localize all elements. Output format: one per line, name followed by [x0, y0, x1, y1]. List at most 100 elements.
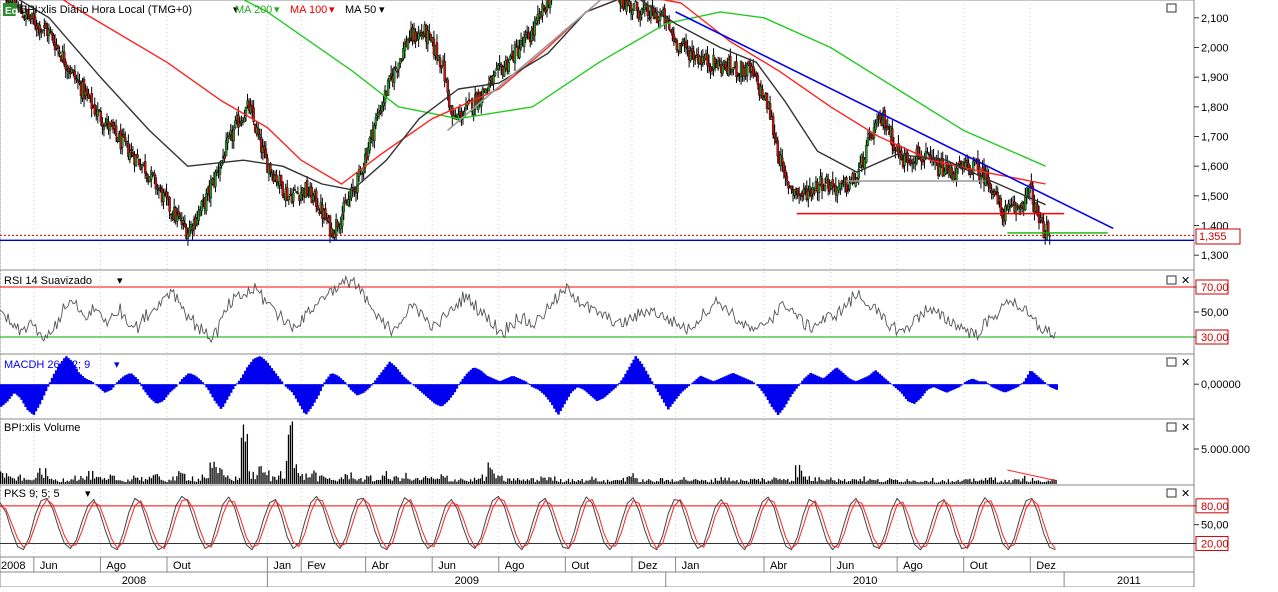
candle-body	[647, 6, 649, 16]
rsi-maximize-icon[interactable]	[1167, 276, 1176, 284]
macd-bar	[370, 384, 373, 385]
macd-dropdown-icon[interactable]: ▾	[114, 359, 120, 371]
macd-title[interactable]: MACDH 26; 12; 9	[4, 359, 90, 371]
volume-bar	[987, 480, 988, 484]
volume-bar	[341, 477, 342, 484]
volume-bar	[47, 476, 48, 484]
volume-bar	[918, 482, 919, 484]
stochastic-close-icon[interactable]: ✕	[1181, 488, 1190, 500]
volume-bar	[221, 469, 222, 484]
ma200-dropdown-icon[interactable]: ▾	[274, 4, 280, 16]
candle-body	[523, 37, 525, 47]
ma50-label[interactable]: MA 50	[345, 4, 376, 16]
rsi-title[interactable]: RSI 14 Suavizado	[4, 275, 92, 287]
volume-bar	[257, 475, 258, 484]
volume-bar	[775, 478, 776, 484]
volume-bar	[732, 480, 733, 484]
volume-bar	[533, 478, 534, 484]
volume-bar	[838, 479, 839, 484]
stochastic-maximize-icon[interactable]	[1167, 489, 1176, 497]
volume-bar	[460, 478, 461, 484]
macd-maximize-icon[interactable]	[1167, 358, 1176, 366]
volume-bar	[1048, 481, 1049, 484]
volume-bar	[1014, 479, 1015, 484]
volume-bar	[168, 480, 169, 484]
stochastic-dropdown-icon[interactable]: ▾	[85, 488, 91, 500]
volume-bar	[302, 474, 303, 484]
candle-body	[373, 126, 375, 141]
volume-bar	[717, 481, 718, 484]
month-tick-label: Abr	[372, 560, 389, 572]
volume-bar	[991, 477, 992, 484]
candle-body	[968, 164, 970, 167]
volume-bar	[989, 478, 990, 484]
volume-bar	[607, 480, 608, 484]
volume-bar	[245, 442, 246, 484]
volume-bar	[599, 481, 600, 484]
candle-body	[126, 141, 128, 142]
volume-bar	[619, 480, 620, 484]
volume-bar	[1044, 482, 1045, 484]
volume-bar	[822, 480, 823, 484]
rsi-close-icon[interactable]: ✕	[1181, 275, 1190, 287]
volume-bar	[597, 481, 598, 484]
volume-bar	[754, 479, 755, 484]
volume-bar	[96, 477, 97, 484]
volume-bar	[446, 476, 447, 484]
volume-bar	[946, 482, 947, 484]
volume-bar	[411, 481, 412, 484]
volume-bar	[887, 480, 888, 484]
volume-bar	[961, 481, 962, 484]
volume-bar	[668, 480, 669, 484]
volume-bar	[728, 478, 729, 484]
volume-bar	[1034, 481, 1035, 484]
volume-bar	[129, 481, 130, 484]
candle-body	[228, 135, 230, 136]
volume-bar	[564, 482, 565, 484]
volume-bar	[131, 479, 132, 484]
volume-bar	[280, 471, 281, 484]
macd-close-icon[interactable]: ✕	[1181, 357, 1190, 369]
volume-bar	[305, 473, 306, 484]
macd-bar	[797, 384, 800, 386]
stochastic-title[interactable]: PKS 9; 5; 5	[4, 488, 60, 500]
volume-bar	[797, 477, 798, 484]
ma50-dropdown-icon[interactable]: ▾	[379, 4, 385, 16]
ma100-dropdown-icon[interactable]: ▾	[329, 4, 335, 16]
volume-bar	[666, 480, 667, 484]
volume-title[interactable]: BPI:xlis Volume	[4, 422, 80, 434]
candle-body	[137, 155, 139, 158]
volume-bar	[407, 479, 408, 484]
volume-bar	[681, 480, 682, 484]
volume-bar	[98, 477, 99, 484]
candle-body	[708, 63, 710, 66]
volume-bar	[954, 482, 955, 484]
volume-bar	[392, 481, 393, 484]
price-maximize-icon[interactable]	[1167, 4, 1176, 12]
ma200-label[interactable]: MA 200	[235, 4, 272, 16]
volume-bar	[27, 480, 28, 484]
rsi-dropdown-icon[interactable]: ▾	[117, 275, 123, 287]
volume-bar	[239, 478, 240, 484]
candle-body	[879, 114, 881, 119]
ma100-label[interactable]: MA 100	[290, 4, 327, 16]
volume-bar	[969, 479, 970, 484]
macd-bar	[687, 384, 690, 386]
candle-body	[144, 161, 146, 173]
year-tick-label: 2008	[122, 575, 146, 587]
volume-bar	[311, 474, 312, 484]
volume-bar	[4, 478, 5, 484]
volume-maximize-icon[interactable]	[1167, 423, 1176, 431]
volume-bar	[372, 481, 373, 484]
volume-bar	[679, 480, 680, 484]
volume-close-icon[interactable]: ✕	[1181, 422, 1190, 434]
volume-bar	[499, 476, 500, 484]
volume-bar	[801, 471, 802, 484]
candle-body	[497, 65, 499, 69]
instrument-title[interactable]: BPI:xlis Diário Hora Local (TMG+0)	[20, 4, 192, 16]
volume-bar	[300, 476, 301, 484]
volume-bar	[560, 479, 561, 484]
candle-body	[381, 106, 383, 111]
volume-bar	[1040, 481, 1041, 484]
